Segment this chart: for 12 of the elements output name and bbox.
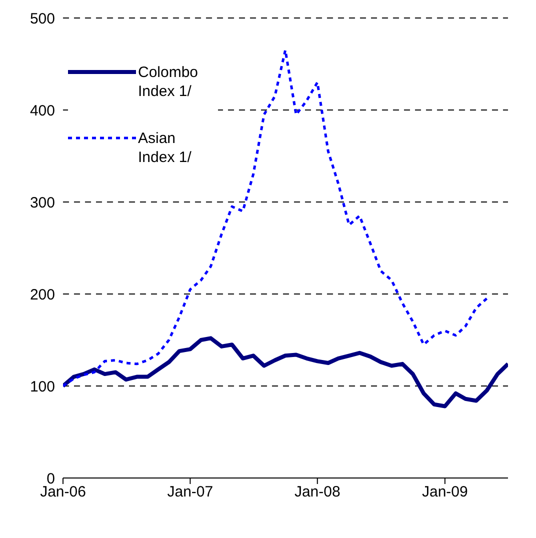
y-tick-label: 400 bbox=[30, 102, 55, 120]
legend-label: Asian Index 1/ bbox=[138, 129, 192, 167]
line-series bbox=[63, 336, 508, 408]
y-tick-label: 200 bbox=[30, 286, 55, 304]
x-tick-label: Jan-08 bbox=[294, 484, 340, 501]
x-tick-label: Jan-09 bbox=[422, 484, 468, 501]
y-tick-label: 300 bbox=[30, 194, 55, 212]
y-tick-label: 500 bbox=[30, 10, 55, 28]
line-series bbox=[63, 48, 488, 388]
legend-label: Colombo Index 1/ bbox=[138, 63, 200, 101]
y-tick-label: 100 bbox=[30, 378, 55, 396]
x-tick-label: Jan-07 bbox=[167, 484, 214, 501]
